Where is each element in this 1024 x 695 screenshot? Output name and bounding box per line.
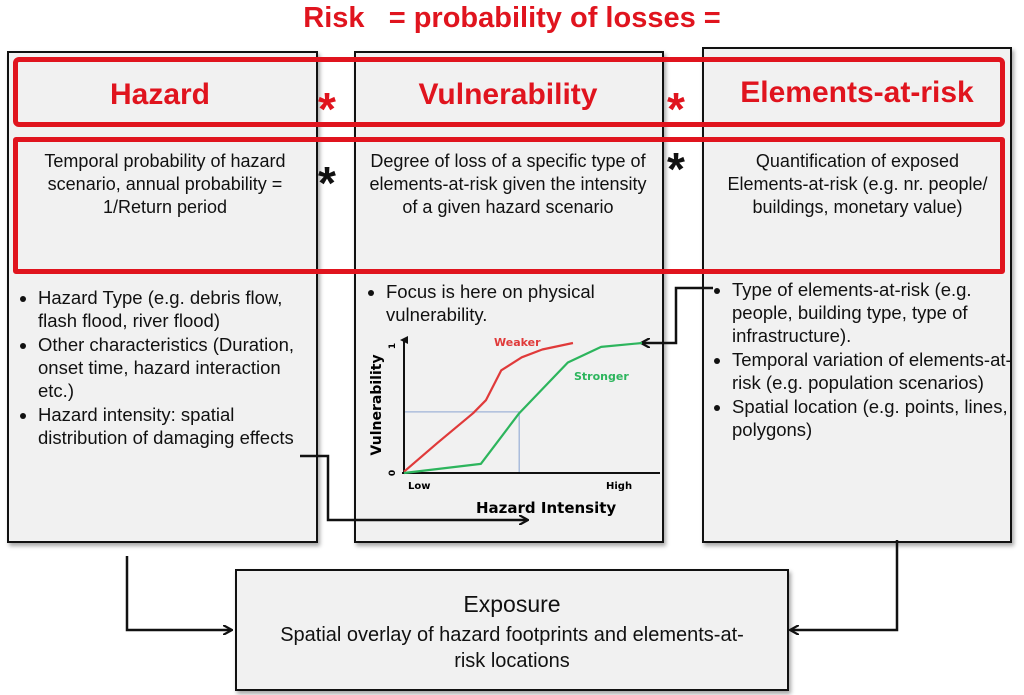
series-label-stronger: Stronger <box>574 370 629 383</box>
multiply-operator: * <box>667 143 685 195</box>
elements-type-arrow <box>642 286 713 343</box>
vulnerability-description: Degree of loss of a specific type of ele… <box>369 151 647 217</box>
elements-at-risk-column <box>702 47 1012 543</box>
exposure-title: Exposure <box>463 591 561 617</box>
hazard-bullets: Hazard Type (e.g. debris flow, flash flo… <box>18 286 313 450</box>
hazard-intensity-arrow <box>300 454 527 520</box>
bullet-item: Hazard intensity: spatial distribution o… <box>38 403 313 449</box>
exposure-box: Exposure Spatial overlay of hazard footp… <box>235 569 789 691</box>
bullet-item: Hazard Type (e.g. debris flow, flash flo… <box>38 286 313 332</box>
bullet-item: Temporal variation of elements-at-risk (… <box>732 348 1022 394</box>
series-line-weaker <box>403 341 574 473</box>
series-line-stronger <box>403 341 643 475</box>
elements-at-risk-bullets: Type of elements-at-risk (e.g. people, b… <box>712 278 1022 442</box>
vulnerability-curve-chart: 1 0 Low High Hazard Intensity Vulnerabil… <box>369 336 660 517</box>
elements-to-exposure-arrow <box>791 540 899 630</box>
x-tick-high: High <box>606 481 632 492</box>
y-axis-label: Vulnerability <box>369 354 385 455</box>
hazard-description: Temporal probability of hazard scenario,… <box>44 151 286 217</box>
elements-at-risk-heading: Elements-at-risk <box>740 76 974 109</box>
multiply-operator: * <box>318 83 336 135</box>
heading-highlight-box <box>13 57 1005 127</box>
bullet-item: Type of elements-at-risk (e.g. people, b… <box>732 278 1022 347</box>
hazard-column <box>7 51 318 543</box>
x-axis-label: Hazard Intensity <box>476 499 616 517</box>
exposure-text: Spatial overlay of hazard footprints and… <box>280 624 744 672</box>
bullet-item: Focus is here on physical vulnerability. <box>386 280 671 326</box>
bullet-item: Spatial location (e.g. points, lines, po… <box>732 395 1022 441</box>
x-tick-low: Low <box>408 481 430 492</box>
bullet-item: Other characteristics (Duration, onset t… <box>38 333 313 402</box>
vulnerability-column <box>354 51 664 543</box>
multiply-operator: * <box>318 157 336 209</box>
diagram-title: Risk = probability of losses = <box>303 2 721 34</box>
description-highlight-box <box>13 137 1005 274</box>
hazard-to-exposure-arrow <box>125 556 231 630</box>
multiply-operator: * <box>667 83 685 135</box>
guide-line <box>404 411 520 473</box>
hazard-heading: Hazard <box>109 78 211 111</box>
vulnerability-bullets: Focus is here on physical vulnerability. <box>366 280 671 327</box>
y-tick-1: 1 <box>388 343 398 349</box>
elements-at-risk-description: Quantification of exposed Elements-at-ri… <box>727 151 988 217</box>
series-label-weaker: Weaker <box>494 336 541 349</box>
vulnerability-heading: Vulnerability <box>418 78 598 111</box>
y-tick-0: 0 <box>388 470 398 476</box>
